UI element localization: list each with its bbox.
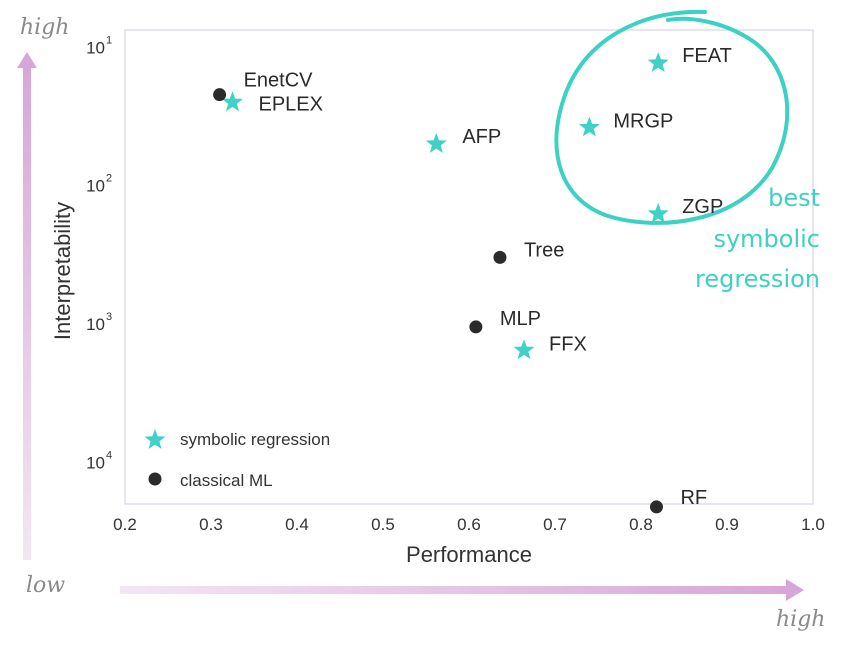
y-tick-label: 10 — [86, 453, 105, 472]
annotation-text-line: regression — [695, 265, 820, 293]
data-point-label: Tree — [524, 239, 564, 261]
data-point-label: ZGP — [682, 196, 723, 218]
y-tick-exponent: 3 — [106, 311, 112, 323]
best-symbolic-annotation: best symbolic regression — [554, 9, 820, 293]
data-point-circle — [213, 88, 227, 102]
x-tick-label: 0.7 — [543, 515, 567, 534]
x-axis-title: Performance — [406, 542, 532, 567]
y-tick-exponent: 1 — [106, 34, 112, 46]
data-point-label: RF — [680, 487, 707, 509]
data-point-label: EPLEX — [259, 93, 323, 115]
data-point-star — [222, 91, 243, 112]
data-point-circle — [649, 500, 663, 514]
annotation-text-line: symbolic — [713, 225, 820, 253]
vertical-arrow — [17, 52, 37, 560]
data-point-label: AFP — [462, 126, 501, 148]
y-tick-label: 10 — [86, 177, 105, 196]
data-point-star — [425, 133, 447, 153]
y-tick-exponent: 4 — [106, 449, 112, 461]
annotation-text-line: best — [768, 184, 820, 212]
plot-frame — [124, 29, 814, 505]
legend-label-symbolic-regression: symbolic regression — [180, 430, 330, 449]
x-tick-label: 0.3 — [199, 515, 223, 534]
low-label: low — [26, 573, 65, 598]
y-tick-label: 10 — [86, 38, 105, 57]
x-tick-label: 0.2 — [113, 515, 137, 534]
x-tick-label: 0.9 — [715, 515, 739, 534]
data-point-circle — [493, 250, 507, 264]
horizontal-arrow — [120, 579, 804, 601]
y-axis-title: Interpretability — [50, 202, 75, 340]
horizontal-high-label: high — [776, 607, 825, 632]
data-point-star — [647, 52, 669, 72]
x-tick-label: 0.4 — [285, 515, 309, 534]
data-points: FEAT EPLEX MRGP AFP ZGP FFX EnetCV Tree MLP RF — [213, 45, 732, 514]
legend: symbolic regression classical ML — [144, 429, 330, 490]
data-point-label: MLP — [500, 308, 541, 330]
x-tick-label: 0.8 — [629, 515, 653, 534]
vertical-high-label: high — [20, 15, 69, 40]
data-point-star — [513, 339, 535, 360]
legend-label-classical-ml: classical ML — [180, 471, 273, 490]
legend-star-marker — [144, 429, 166, 449]
data-point-label: EnetCV — [244, 70, 314, 92]
data-point-label: FFX — [549, 333, 587, 355]
data-point-label: FEAT — [682, 45, 732, 67]
data-point-star — [647, 202, 669, 223]
legend-circle-marker — [148, 472, 162, 486]
data-point-star — [578, 116, 600, 137]
x-axis-ticks: 0.2 0.3 0.4 0.5 0.6 0.7 0.8 0.9 1.0 — [113, 515, 825, 534]
x-tick-label: 1.0 — [801, 515, 825, 534]
data-point-label: MRGP — [613, 111, 673, 133]
x-tick-label: 0.6 — [457, 515, 481, 534]
annotation-circle — [554, 9, 790, 225]
data-point-circle — [469, 320, 483, 334]
y-tick-exponent: 2 — [106, 173, 112, 185]
x-tick-label: 0.5 — [371, 515, 395, 534]
y-tick-label: 10 — [86, 315, 105, 334]
